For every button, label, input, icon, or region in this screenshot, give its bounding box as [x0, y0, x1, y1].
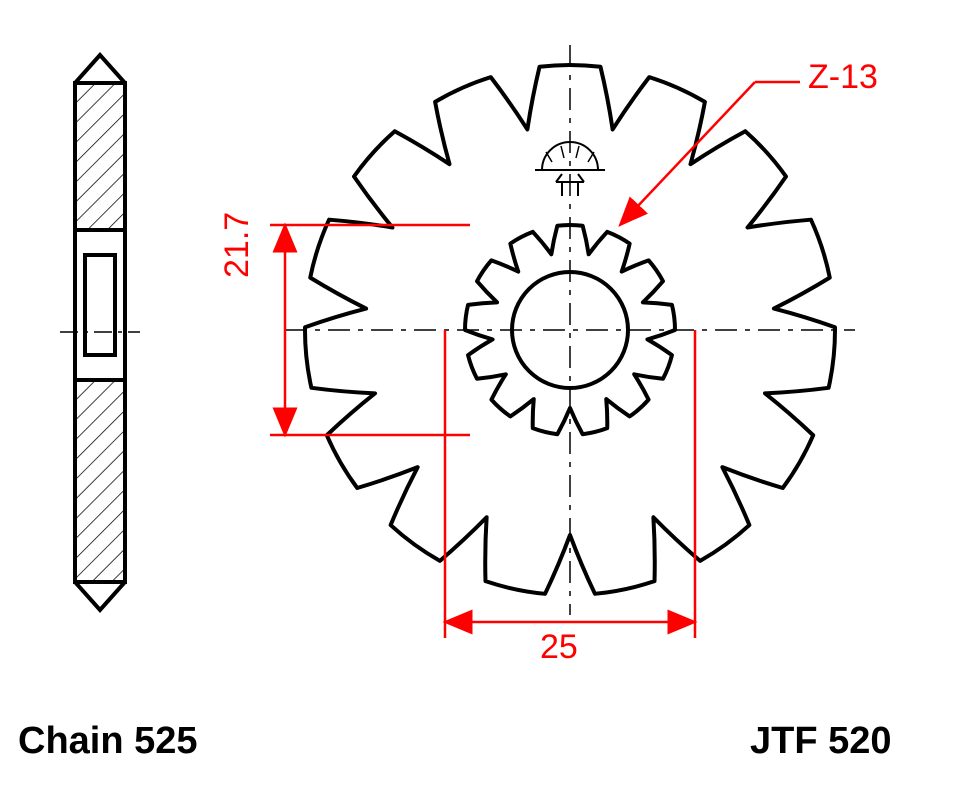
- part-number: JTF 520: [750, 720, 892, 763]
- chain-label: Chain 525: [18, 720, 198, 763]
- dim-outer-dia: 25: [540, 628, 578, 667]
- dimension-lines: [0, 0, 961, 800]
- dim-spline-teeth: Z-13: [808, 58, 878, 97]
- dim-inner-dia: 21.7: [218, 212, 257, 278]
- drawing-canvas: 21.7 25 Z-13 Chain 525 JTF 520: [0, 0, 961, 800]
